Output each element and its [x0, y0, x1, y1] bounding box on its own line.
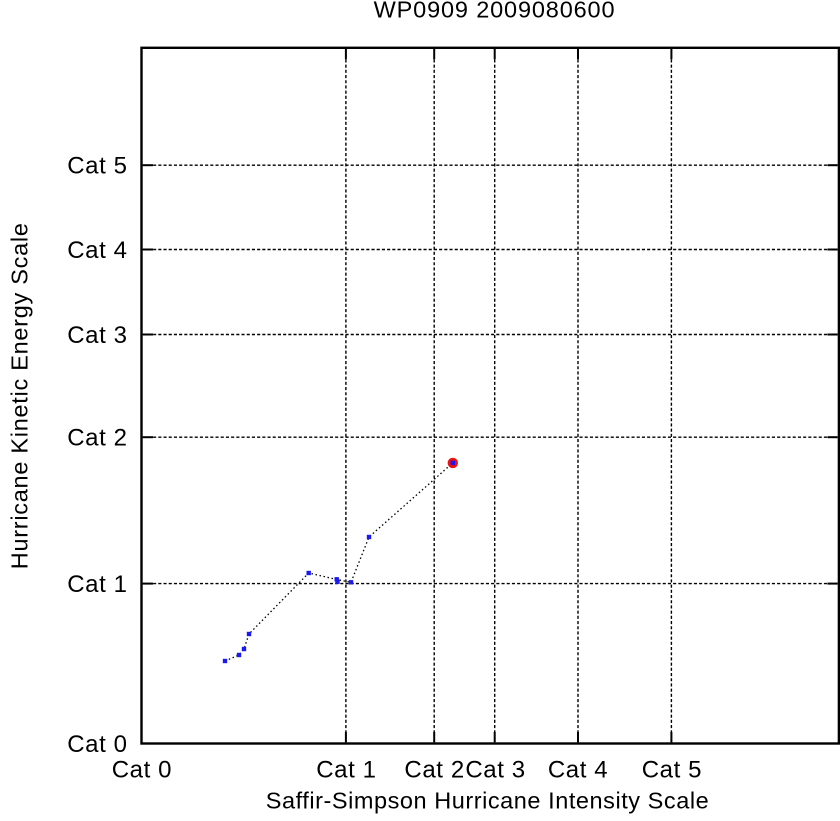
svg-text:Cat 3: Cat 3: [67, 322, 127, 349]
svg-text:Cat 0: Cat 0: [67, 731, 127, 758]
svg-text:Cat 1: Cat 1: [67, 571, 127, 598]
svg-text:Cat 1: Cat 1: [316, 756, 376, 783]
svg-text:Cat 2: Cat 2: [67, 425, 127, 452]
svg-text:Cat 2: Cat 2: [404, 756, 464, 783]
svg-text:Cat 5: Cat 5: [67, 153, 127, 180]
svg-text:Hurricane Kinetic Energy Scale: Hurricane Kinetic Energy Scale: [7, 222, 33, 569]
svg-text:Saffir-Simpson Hurricane Inten: Saffir-Simpson Hurricane Intensity Scale: [266, 788, 709, 814]
svg-text:Cat 4: Cat 4: [548, 756, 608, 783]
svg-text:Cat 4: Cat 4: [67, 237, 127, 264]
svg-text:Cat 5: Cat 5: [642, 756, 702, 783]
svg-text:Cat 3: Cat 3: [465, 756, 525, 783]
svg-text:Cat 0: Cat 0: [112, 756, 172, 783]
svg-text:WP0909 2009080600: WP0909 2009080600: [374, 0, 616, 23]
